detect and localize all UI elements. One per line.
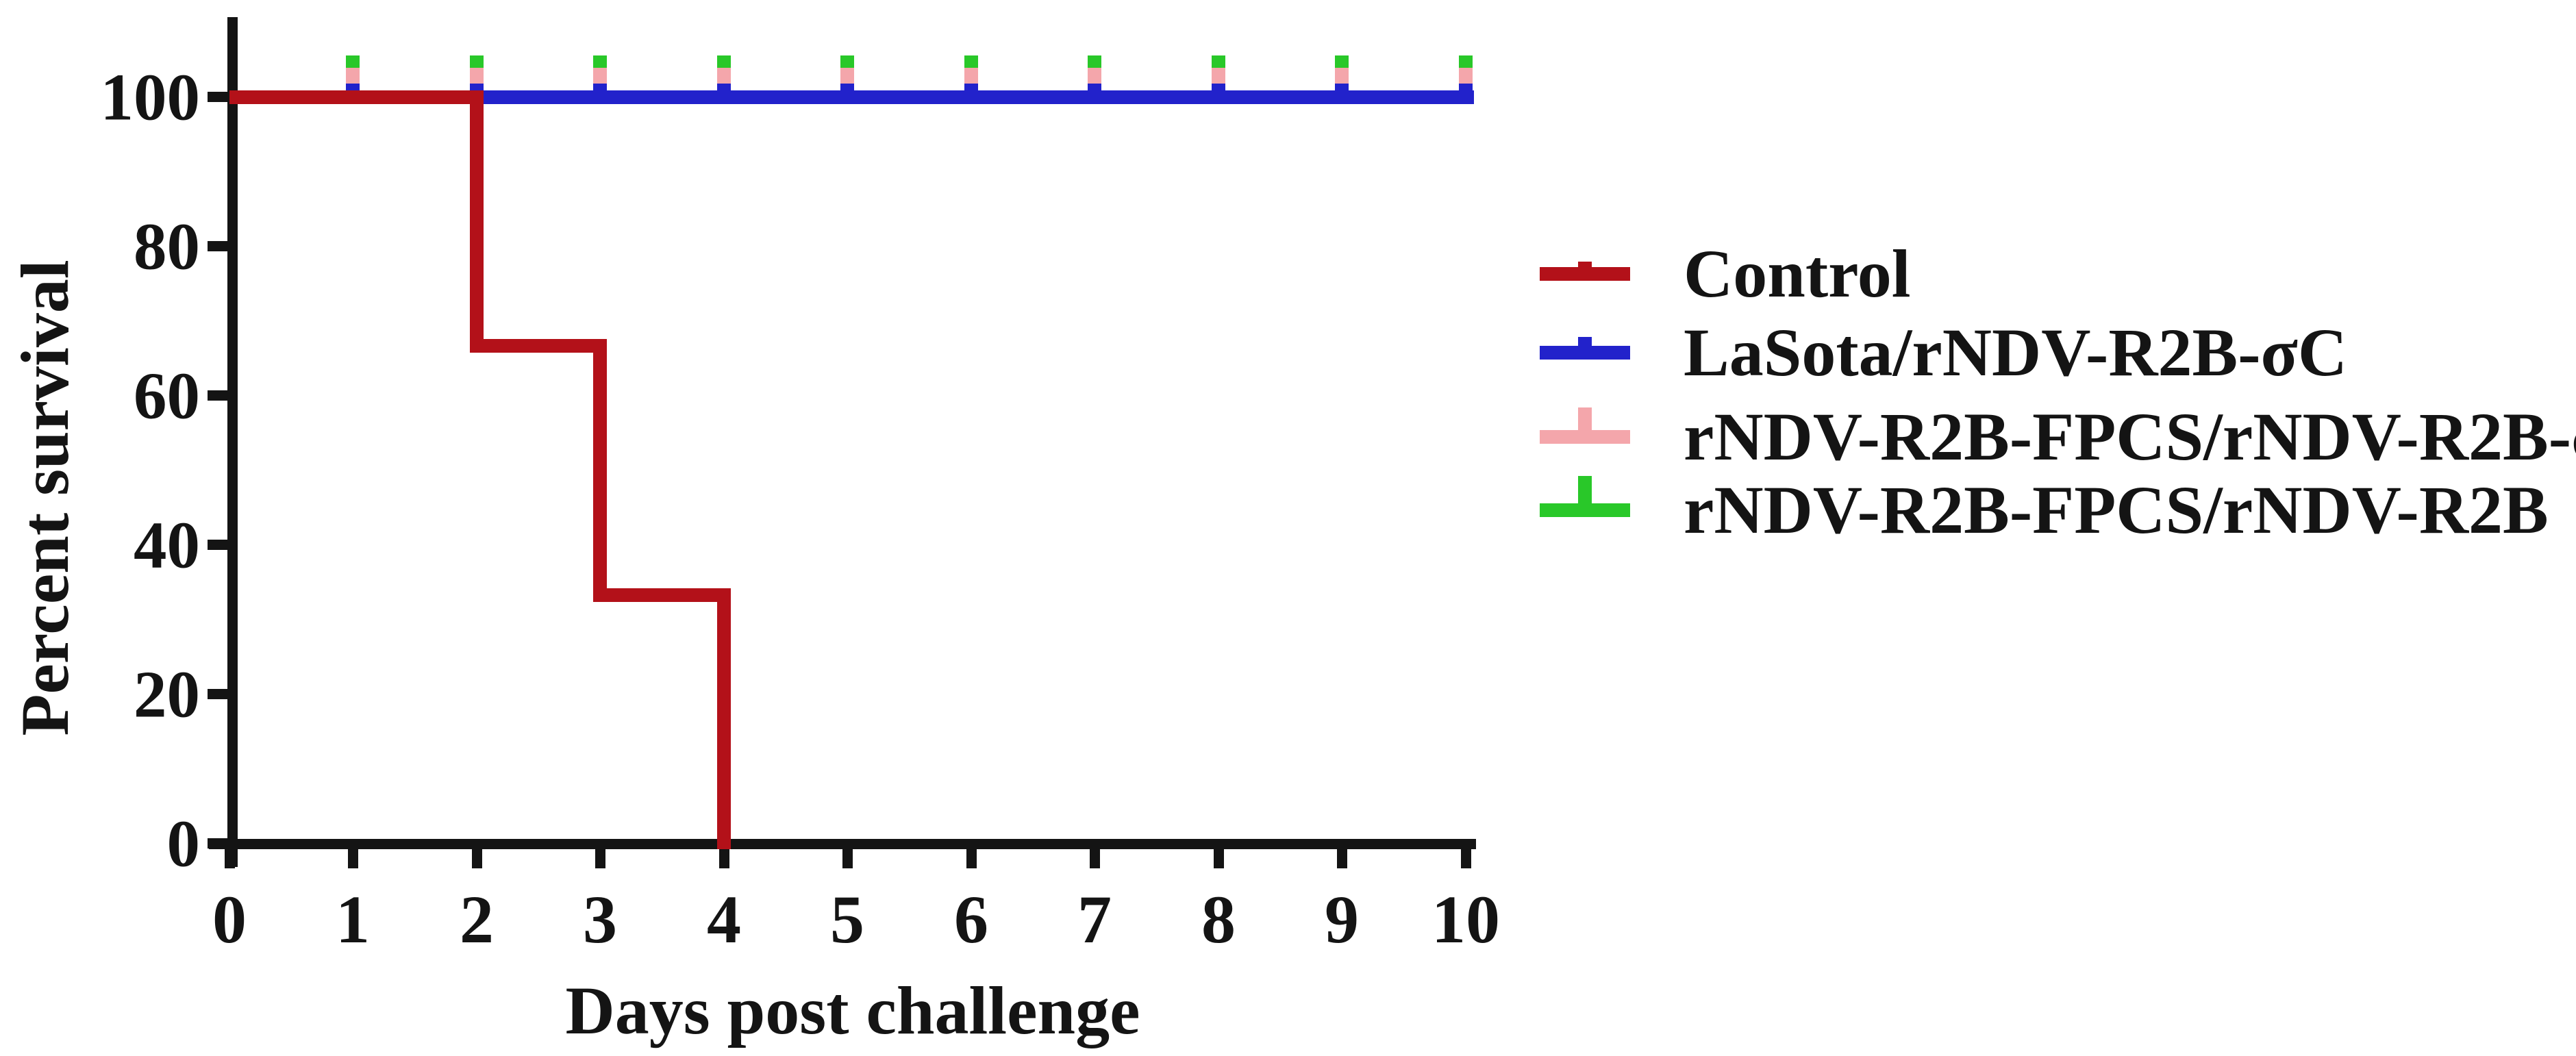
x-tick-6 <box>966 849 977 868</box>
y-tick-100 <box>208 92 228 102</box>
x-tick-label: 1 <box>336 881 370 957</box>
x-axis-line <box>209 839 1476 849</box>
x-tick-9 <box>1337 849 1347 868</box>
legend-key-tick-fpcs-r2b <box>1578 476 1592 503</box>
x-tick-1 <box>348 849 358 868</box>
legend-key-tick-fpcs-sigmac <box>1578 407 1592 430</box>
y-tick-label: 80 <box>134 210 200 284</box>
line-lasota-100pct <box>229 90 1474 104</box>
legend-key-tick-control <box>1578 262 1592 267</box>
x-tick-4 <box>719 849 729 868</box>
control-drop-day2 <box>470 90 484 353</box>
x-tick-3 <box>595 849 605 868</box>
x-tick-label: 3 <box>583 881 617 957</box>
x-tick-5 <box>842 849 853 868</box>
x-tick-label: 0 <box>212 881 247 957</box>
y-tick-80 <box>208 241 228 251</box>
x-tick-label: 5 <box>830 881 864 957</box>
x-tick-7 <box>1090 849 1100 868</box>
y-axis-title: Percent survival <box>7 260 83 736</box>
legend-label-lasota: LaSota/rNDV-R2B-σC <box>1684 314 2348 390</box>
control-drop-day3 <box>593 339 607 602</box>
control-drop-day4 <box>717 588 731 849</box>
x-tick-label: 10 <box>1431 881 1500 957</box>
control-line-100pct <box>229 90 484 104</box>
x-tick-label: 8 <box>1201 881 1236 957</box>
x-tick-0 <box>225 849 235 868</box>
x-tick-10 <box>1461 849 1471 868</box>
control-line-67pct <box>470 339 607 353</box>
x-tick-label: 9 <box>1325 881 1359 957</box>
legend-key-control <box>1540 267 1630 281</box>
y-tick-40 <box>208 540 228 550</box>
legend-label-fpcs-r2b: rNDV-R2B-FPCS/rNDV-R2B <box>1684 472 2549 548</box>
y-axis-line <box>227 17 238 867</box>
x-tick-label: 2 <box>460 881 494 957</box>
y-tick-0 <box>208 838 228 848</box>
y-tick-60 <box>208 390 228 401</box>
x-tick-2 <box>472 849 482 868</box>
x-tick-label: 7 <box>1077 881 1112 957</box>
legend-label-fpcs-sigmac: rNDV-R2B-FPCS/rNDV-R2B-σC <box>1684 399 2576 475</box>
y-tick-label: 40 <box>134 508 200 582</box>
x-axis-title: Days post challenge <box>565 972 1140 1048</box>
x-tick-8 <box>1214 849 1224 868</box>
legend-key-fpcs-r2b <box>1540 503 1630 517</box>
legend-label-control: Control <box>1684 236 1911 312</box>
y-tick-label: 0 <box>166 807 201 881</box>
legend-key-tick-lasota <box>1578 337 1592 346</box>
control-line-33pct <box>593 588 731 602</box>
y-tick-label: 60 <box>134 359 200 433</box>
x-tick-label: 6 <box>954 881 988 957</box>
y-tick-label: 100 <box>100 60 201 134</box>
x-tick-label: 4 <box>707 881 741 957</box>
legend-key-lasota <box>1540 346 1630 360</box>
y-tick-label: 20 <box>134 657 200 731</box>
y-tick-20 <box>208 689 228 699</box>
legend-key-fpcs-sigmac <box>1540 430 1630 444</box>
